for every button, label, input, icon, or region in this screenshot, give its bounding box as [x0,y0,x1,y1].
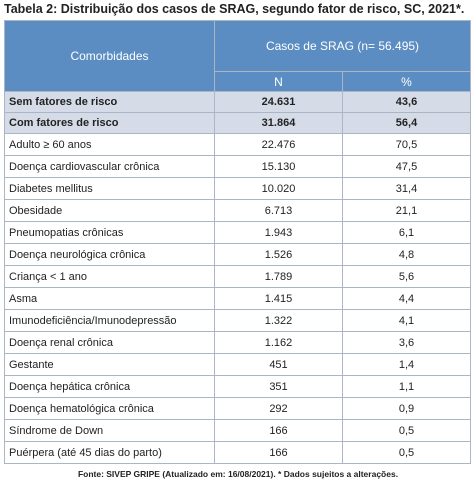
row-pct: 0,5 [342,419,471,442]
row-label: Obesidade [4,199,215,222]
table-row: Doença cardiovascular crônica 15.130 47,5 [4,155,471,178]
row-label: Adulto ≥ 60 anos [4,133,215,156]
row-n: 351 [214,375,343,398]
row-label: Pneumopatias crônicas [4,221,215,244]
row-pct: 6,1 [342,221,471,244]
row-n: 31.864 [214,112,343,134]
row-label: Doença renal crônica [4,331,215,354]
row-pct: 5,6 [342,265,471,288]
table-row: Diabetes mellitus 10.020 31,4 [4,177,471,200]
table-row: Criança < 1 ano 1.789 5,6 [4,265,471,288]
row-pct: 21,1 [342,199,471,222]
row-label: Doença hematológica crônica [4,397,215,420]
header-comorbidades: Comorbidades [4,20,215,92]
row-pct: 43,6 [342,91,471,113]
row-n: 15.130 [214,155,343,178]
row-label: Doença neurológica crônica [4,243,215,266]
row-label: Gestante [4,353,215,376]
header-casos: Casos de SRAG (n= 56.495) [214,20,471,72]
row-n: 1.322 [214,309,343,332]
table-row: Puérpera (até 45 dias do parto) 166 0,5 [4,441,471,464]
header-pct: % [342,71,471,92]
table-row: Gestante 451 1,4 [4,353,471,376]
table-row: Doença hepática crônica 351 1,1 [4,375,471,398]
table-row: Pneumopatias crônicas 1.943 6,1 [4,221,471,244]
row-pct: 1,1 [342,375,471,398]
row-label: Puérpera (até 45 dias do parto) [4,441,215,464]
row-label: Asma [4,287,215,310]
row-pct: 0,9 [342,397,471,420]
table-row: Asma 1.415 4,4 [4,287,471,310]
row-label: Criança < 1 ano [4,265,215,288]
table-body: Sem fatores de risco 24.631 43,6 Com fat… [4,91,471,464]
row-pct: 4,4 [342,287,471,310]
row-pct: 4,1 [342,309,471,332]
row-pct: 56,4 [342,112,471,134]
summary-row: Com fatores de risco 31.864 56,4 [4,112,471,134]
row-label: Imunodeficiência/Imunodepressão [4,309,215,332]
row-n: 451 [214,353,343,376]
row-n: 1.415 [214,287,343,310]
row-pct: 31,4 [342,177,471,200]
table-row: Síndrome de Down 166 0,5 [4,419,471,442]
table-row: Doença renal crônica 1.162 3,6 [4,331,471,354]
summary-row: Sem fatores de risco 24.631 43,6 [4,91,471,113]
table-row: Doença neurológica crônica 1.526 4,8 [4,243,471,266]
row-n: 1.526 [214,243,343,266]
row-n: 6.713 [214,199,343,222]
table-row: Obesidade 6.713 21,1 [4,199,471,222]
row-n: 1.943 [214,221,343,244]
row-n: 10.020 [214,177,343,200]
row-pct: 47,5 [342,155,471,178]
row-n: 1.162 [214,331,343,354]
row-n: 22.476 [214,133,343,156]
table-row: Imunodeficiência/Imunodepressão 1.322 4,1 [4,309,471,332]
row-label: Doença hepática crônica [4,375,215,398]
row-label: Sem fatores de risco [4,91,215,113]
risk-factor-table: Comorbidades Casos de SRAG (n= 56.495) N… [4,20,471,464]
row-pct: 1,4 [342,353,471,376]
header-n: N [214,71,343,92]
table-row: Doença hematológica crônica 292 0,9 [4,397,471,420]
row-label: Diabetes mellitus [4,177,215,200]
row-n: 166 [214,441,343,464]
row-pct: 0,5 [342,441,471,464]
row-label: Com fatores de risco [4,112,215,134]
table-row: Adulto ≥ 60 anos 22.476 70,5 [4,133,471,156]
row-pct: 3,6 [342,331,471,354]
row-pct: 70,5 [342,133,471,156]
row-pct: 4,8 [342,243,471,266]
row-n: 292 [214,397,343,420]
source-footnote: Fonte: SIVEP GRIPE (Atualizado em: 16/08… [77,469,399,479]
row-label: Síndrome de Down [4,419,215,442]
row-n: 1.789 [214,265,343,288]
table-title: Tabela 2: Distribuição dos casos de SRAG… [4,2,465,16]
row-n: 24.631 [214,91,343,113]
row-n: 166 [214,419,343,442]
row-label: Doença cardiovascular crônica [4,155,215,178]
